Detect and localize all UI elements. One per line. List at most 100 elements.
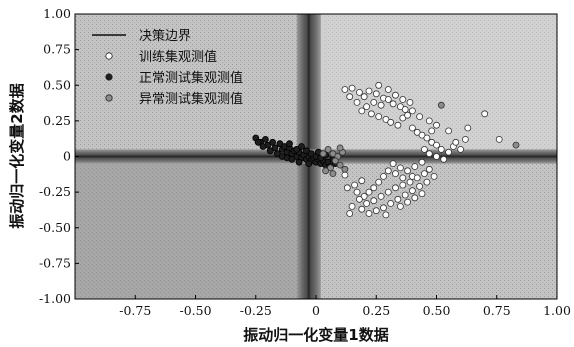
training-point [384, 86, 392, 93]
legend-label: 正常测试集观测值 [139, 70, 243, 86]
training-point [382, 116, 390, 123]
abnormal-test-point [336, 144, 344, 152]
training-point [382, 211, 390, 219]
y-tick-label: 0.75 [43, 42, 71, 57]
normal-test-point [266, 147, 274, 155]
abnormal-test-point [331, 157, 339, 165]
training-point [420, 170, 428, 178]
normal-test-point [271, 144, 279, 152]
abnormal-test-point [327, 164, 334, 172]
y-tick-label: -0.50 [39, 220, 71, 235]
normal-test-point [302, 147, 310, 155]
normal-test-point [305, 160, 313, 168]
legend-label: 训练集观测值 [139, 49, 217, 65]
training-point [363, 200, 371, 207]
y-tick-label: 1.00 [43, 6, 71, 21]
training-point [370, 99, 378, 106]
legend-marker-circle [105, 94, 113, 102]
y-tick-label: -1.00 [39, 291, 71, 306]
training-point [375, 178, 383, 186]
training-point [394, 121, 402, 129]
abnormal-test-point [437, 101, 445, 109]
training-point [341, 86, 349, 93]
training-point [396, 103, 404, 110]
x-tick-label: -0.50 [179, 303, 211, 318]
training-point [404, 167, 412, 175]
training-point [418, 190, 426, 198]
y-tick-label: 0 [63, 149, 71, 164]
training-point [389, 100, 397, 108]
normal-test-point [298, 143, 305, 150]
region-lower-left [75, 163, 297, 299]
training-point [355, 89, 363, 96]
abnormal-test-point [341, 165, 349, 173]
normal-test-point [293, 145, 301, 153]
training-point [370, 184, 378, 192]
training-point [363, 103, 371, 110]
normal-test-point [259, 143, 267, 150]
training-point [423, 178, 431, 186]
abnormal-test-point [512, 141, 520, 149]
training-point [399, 96, 407, 103]
training-point [341, 171, 349, 179]
training-point [399, 174, 407, 182]
training-point [365, 87, 373, 95]
training-point [445, 127, 453, 135]
training-point [404, 198, 412, 206]
training-point [392, 91, 399, 99]
training-point [401, 106, 409, 113]
training-point [416, 113, 424, 120]
legend-marker-circle [105, 52, 113, 60]
training-point [408, 124, 416, 132]
training-point [351, 181, 359, 189]
training-point [437, 145, 445, 153]
training-point [387, 118, 395, 126]
training-point [365, 188, 373, 196]
y-tick-label: -0.25 [39, 184, 71, 199]
training-point [425, 165, 433, 173]
x-tick-label: -0.25 [240, 303, 272, 318]
x-tick-label: 0 [312, 303, 320, 318]
training-point [418, 131, 426, 139]
training-point [452, 138, 460, 146]
training-point [358, 107, 366, 115]
training-point [384, 188, 392, 196]
legend-marker-circle [105, 73, 113, 81]
training-point [360, 93, 368, 101]
training-point [377, 101, 385, 109]
abnormal-test-point [322, 167, 330, 175]
training-point [377, 192, 385, 200]
training-point [445, 148, 453, 156]
normal-test-point [288, 155, 296, 163]
training-point [346, 210, 354, 217]
training-point [425, 117, 433, 125]
training-point [464, 124, 472, 132]
training-point [495, 135, 503, 143]
training-point [408, 107, 416, 115]
training-point [348, 84, 356, 92]
training-point [370, 197, 378, 205]
training-point [372, 207, 380, 215]
y-axis-label: 振动归一化变量2数据 [8, 83, 26, 228]
training-point [358, 177, 366, 185]
training-point [461, 135, 469, 143]
training-point [375, 113, 383, 120]
training-point [416, 182, 424, 190]
normal-test-point [261, 135, 269, 143]
training-point [375, 81, 383, 89]
training-point [343, 184, 351, 192]
training-point [428, 127, 436, 135]
abnormal-test-point [329, 170, 337, 178]
x-tick-label: -0.75 [119, 303, 151, 318]
training-point [392, 170, 399, 178]
training-point [399, 181, 407, 189]
abnormal-test-point [324, 145, 332, 153]
training-point [406, 99, 414, 106]
y-tick-label: -0.75 [39, 255, 71, 270]
training-point [380, 172, 387, 180]
normal-test-point [295, 158, 303, 166]
training-point [457, 145, 465, 153]
training-point [430, 172, 438, 180]
training-point [367, 110, 375, 118]
